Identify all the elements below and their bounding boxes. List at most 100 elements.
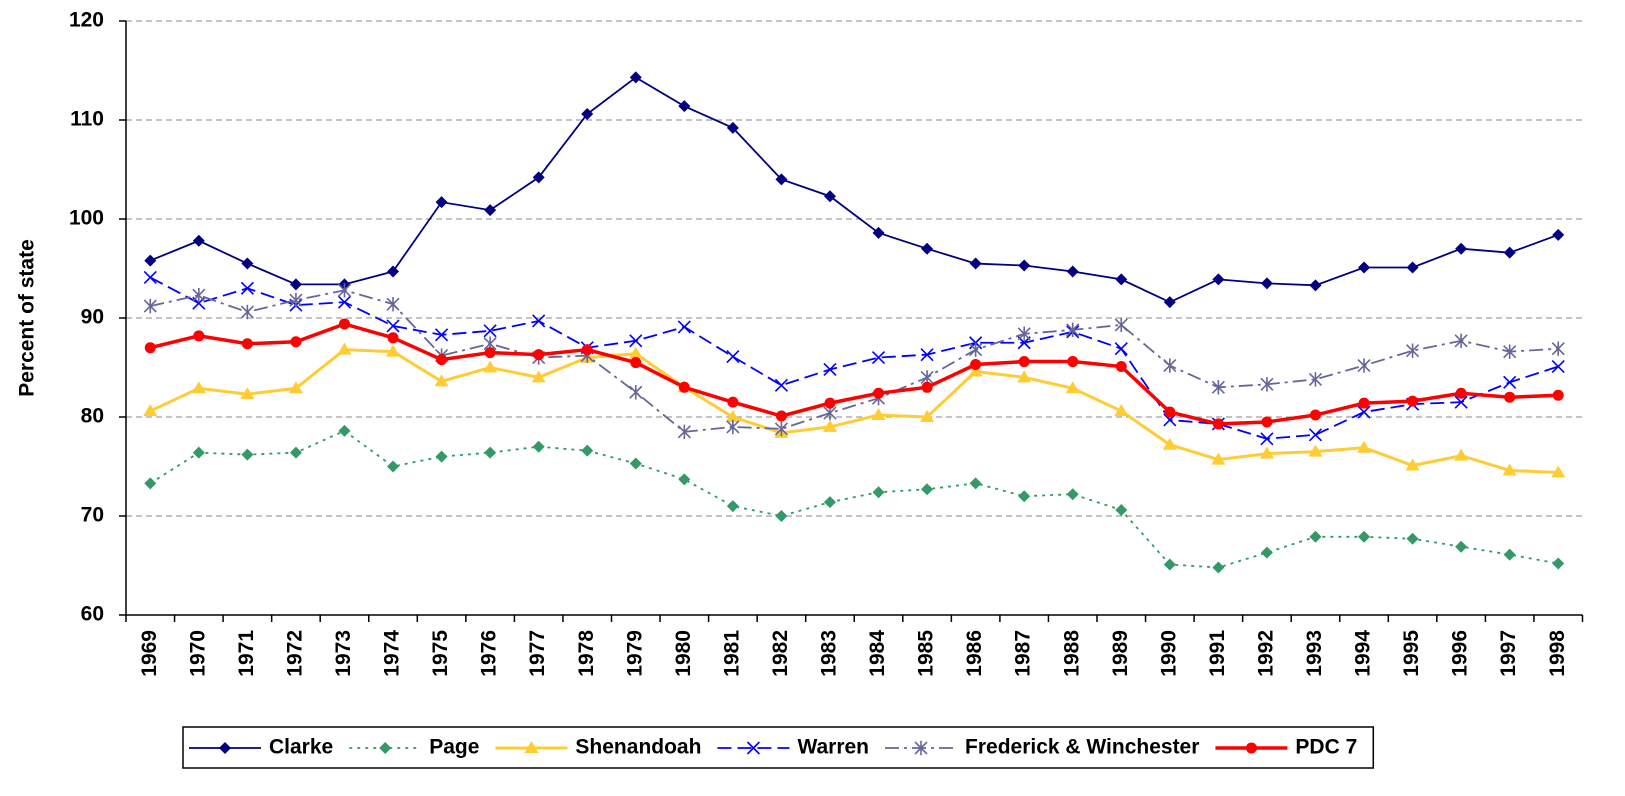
y-tick-label: 70 (81, 504, 104, 527)
x-tick-label: 1979 (623, 630, 646, 677)
marker (1017, 370, 1032, 383)
marker (484, 347, 496, 359)
x-tick-label: 1989 (1109, 630, 1132, 677)
marker (1357, 405, 1371, 419)
marker (1551, 359, 1565, 374)
marker (1503, 344, 1517, 359)
marker (338, 424, 351, 437)
marker (678, 100, 691, 113)
marker (1018, 490, 1031, 503)
x-tick-label: 1996 (1449, 630, 1472, 677)
marker (241, 448, 254, 461)
x-tick-label: 1987 (1012, 630, 1035, 677)
series (143, 283, 1565, 440)
marker (338, 318, 350, 330)
legend-label: PDC 7 (1295, 736, 1357, 759)
marker (726, 350, 740, 364)
marker (290, 336, 302, 348)
marker (1358, 261, 1371, 274)
marker (192, 288, 206, 303)
marker (240, 387, 255, 400)
marker (1261, 416, 1273, 428)
marker (1115, 361, 1127, 373)
x-tick-label: 1995 (1400, 630, 1423, 677)
marker (629, 71, 642, 84)
marker (823, 496, 836, 509)
x-tick-label: 1971 (235, 630, 258, 677)
marker (1454, 333, 1468, 348)
marker (1502, 463, 1517, 476)
x-tick-label: 1970 (186, 630, 209, 677)
marker (1358, 530, 1371, 543)
marker (969, 342, 983, 357)
marker (1066, 322, 1080, 338)
x-tick-label: 1991 (1206, 630, 1229, 677)
marker (386, 319, 400, 333)
marker (1164, 406, 1176, 418)
x-tick-label: 1983 (818, 630, 841, 677)
marker (435, 450, 448, 463)
x-tick-label: 1993 (1303, 630, 1326, 677)
marker (726, 500, 739, 513)
marker (1552, 228, 1565, 241)
marker (1163, 358, 1177, 373)
marker (1115, 504, 1128, 517)
marker (1308, 428, 1323, 442)
marker (1309, 530, 1322, 543)
marker (1503, 246, 1516, 259)
marker (192, 234, 205, 247)
y-tick-label: 80 (81, 405, 104, 428)
marker (774, 378, 788, 392)
marker (630, 357, 642, 369)
legend: Clarke Page Shenandoah Warren Frederick & Wi… (182, 726, 1375, 769)
marker (871, 351, 886, 365)
marker (968, 364, 983, 377)
marker (1405, 458, 1420, 471)
marker (775, 410, 787, 422)
marker (914, 740, 928, 756)
marker (1308, 444, 1323, 457)
marker (386, 344, 401, 357)
marker (1309, 409, 1321, 421)
legend-label: Shenandoah (575, 736, 701, 759)
x-tick-label: 1998 (1546, 630, 1569, 677)
marker (1260, 432, 1274, 446)
marker (1260, 277, 1273, 290)
marker (337, 342, 352, 355)
marker (1163, 558, 1176, 571)
marker (1245, 742, 1257, 754)
marker (871, 408, 886, 421)
marker (143, 404, 158, 417)
marker (1455, 242, 1468, 255)
marker (144, 477, 157, 490)
legend-label: Page (429, 736, 479, 759)
series (144, 424, 1565, 574)
marker (1212, 418, 1224, 430)
marker (436, 354, 448, 366)
y-tick-label: 100 (69, 207, 104, 230)
marker (240, 304, 254, 320)
marker (629, 457, 642, 470)
marker (1406, 261, 1419, 274)
marker (1162, 437, 1177, 450)
marker (1357, 358, 1371, 373)
marker (219, 742, 231, 754)
marker (775, 510, 788, 522)
x-tick-label: 1994 (1352, 630, 1375, 677)
marker (1357, 440, 1372, 453)
marker (143, 298, 157, 314)
x-tick-label: 1992 (1254, 630, 1277, 677)
marker (1211, 452, 1226, 465)
marker (822, 419, 837, 432)
series (143, 270, 1565, 446)
marker (1503, 375, 1517, 389)
x-tick-label: 1973 (332, 630, 355, 677)
marker (581, 108, 594, 121)
marker (1504, 391, 1516, 403)
marker (677, 320, 691, 334)
marker (970, 359, 982, 371)
marker (920, 410, 935, 422)
marker (921, 242, 934, 255)
marker (1406, 532, 1419, 545)
marker (824, 397, 836, 409)
